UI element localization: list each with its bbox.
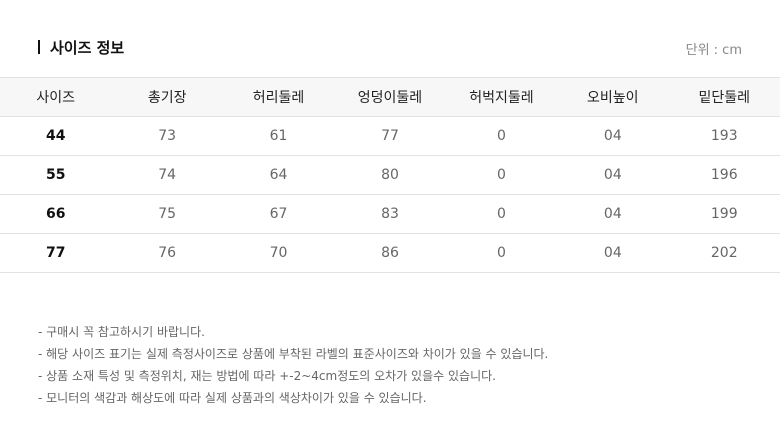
header-cell: 사이즈 bbox=[0, 77, 112, 117]
size-table: 사이즈 총기장 허리둘레 엉덩이둘레 허벅지둘레 오비높이 밑단둘레 44 73 6… bbox=[0, 77, 780, 273]
measurement-cell: 04 bbox=[557, 194, 669, 234]
notes-list: - 구매시 꼭 참고하시기 바랍니다. - 해당 사이즈 표기는 실제 측정사이… bbox=[38, 321, 548, 409]
unit-label: 단위 : cm bbox=[685, 43, 742, 58]
table-row: 66 75 67 83 0 04 199 bbox=[0, 194, 780, 234]
note-item: - 구매시 꼭 참고하시기 바랍니다. bbox=[38, 325, 205, 339]
measurement-cell: 193 bbox=[668, 116, 780, 156]
measurement-cell: 70 bbox=[222, 233, 335, 273]
table-row: 44 73 61 77 0 04 193 bbox=[0, 116, 780, 156]
measurement-cell: 0 bbox=[445, 194, 558, 234]
section-title-text: 사이즈 정보 bbox=[50, 38, 125, 57]
measurement-cell: 04 bbox=[557, 155, 669, 195]
measurement-cell: 86 bbox=[334, 233, 446, 273]
size-cell: 44 bbox=[0, 116, 112, 156]
header-cell: 엉덩이둘레 bbox=[334, 77, 446, 117]
size-cell: 77 bbox=[0, 233, 112, 273]
header-cell: 총기장 bbox=[111, 77, 223, 117]
measurement-cell: 202 bbox=[668, 233, 780, 273]
measurement-cell: 64 bbox=[222, 155, 335, 195]
measurement-cell: 76 bbox=[111, 233, 223, 273]
measurement-cell: 0 bbox=[445, 155, 558, 195]
measurement-cell: 80 bbox=[334, 155, 446, 195]
measurement-cell: 61 bbox=[222, 116, 335, 156]
measurement-cell: 199 bbox=[668, 194, 780, 234]
measurement-cell: 04 bbox=[557, 116, 669, 156]
header-cell: 오비높이 bbox=[557, 77, 669, 117]
size-cell: 66 bbox=[0, 194, 112, 234]
measurement-cell: 0 bbox=[445, 116, 558, 156]
table-row: 77 76 70 86 0 04 202 bbox=[0, 233, 780, 273]
measurement-cell: 83 bbox=[334, 194, 446, 234]
header-cell: 밑단둘레 bbox=[668, 77, 780, 117]
measurement-cell: 196 bbox=[668, 155, 780, 195]
note-item: - 상품 소재 특성 및 측정위치, 재는 방법에 따라 +-2~4cm정도의 … bbox=[38, 369, 496, 383]
title-bar-decoration bbox=[38, 40, 40, 54]
table-row: 55 74 64 80 0 04 196 bbox=[0, 155, 780, 195]
measurement-cell: 0 bbox=[445, 233, 558, 273]
measurement-cell: 77 bbox=[334, 116, 446, 156]
measurement-cell: 67 bbox=[222, 194, 335, 234]
note-item: - 모니터의 색감과 해상도에 따라 실제 상품과의 색상차이가 있을 수 있습… bbox=[38, 391, 427, 405]
measurement-cell: 75 bbox=[111, 194, 223, 234]
measurement-cell: 73 bbox=[111, 116, 223, 156]
note-item: - 해당 사이즈 표기는 실제 측정사이즈로 상품에 부착된 라벨의 표준사이즈… bbox=[38, 347, 549, 361]
section-title: 사이즈 정보 bbox=[38, 37, 124, 57]
header-cell: 허리둘레 bbox=[222, 77, 335, 117]
measurement-cell: 74 bbox=[111, 155, 223, 195]
size-cell: 55 bbox=[0, 155, 112, 195]
table-header-row: 사이즈 총기장 허리둘레 엉덩이둘레 허벅지둘레 오비높이 밑단둘레 bbox=[0, 77, 780, 117]
header-cell: 허벅지둘레 bbox=[445, 77, 558, 117]
measurement-cell: 04 bbox=[557, 233, 669, 273]
